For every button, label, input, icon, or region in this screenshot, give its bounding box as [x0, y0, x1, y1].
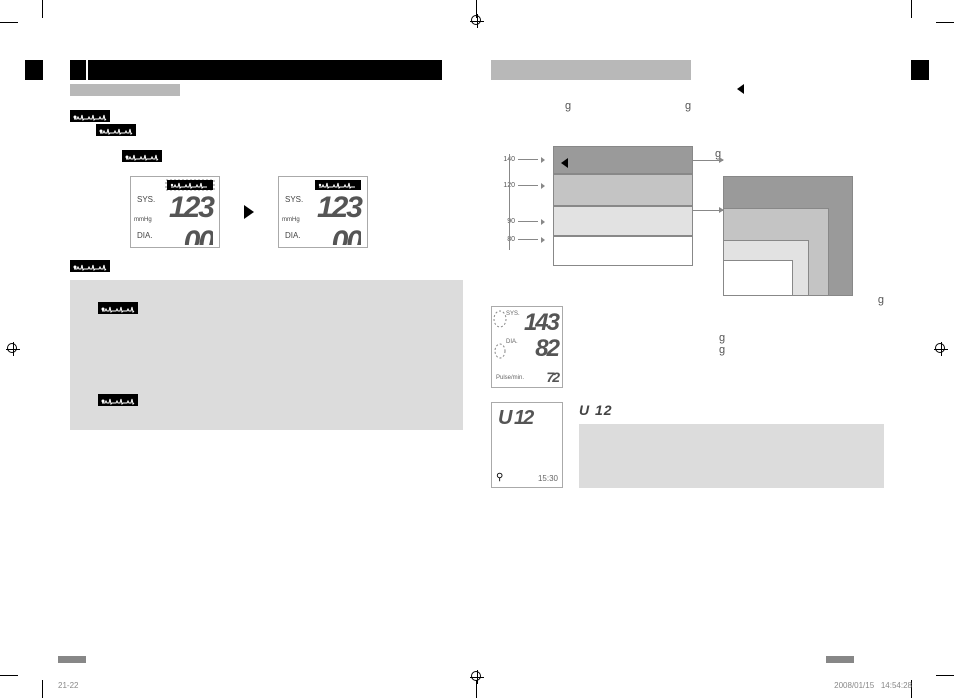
g-label: g: [719, 344, 884, 356]
info-box: [70, 280, 463, 430]
heartbeat-icon: [70, 260, 110, 272]
dia-value-partial: 00: [184, 225, 213, 245]
dia-label: DIA.: [285, 231, 301, 240]
flow-arrow: [693, 160, 723, 161]
mmhg-label: mmHg: [134, 217, 152, 223]
sys-value: 143: [524, 309, 558, 337]
heartbeat-icon: [98, 394, 138, 406]
arrow-left-icon: [737, 84, 744, 94]
sys-value: 123: [169, 191, 213, 225]
heartbeat-icon: [122, 150, 162, 162]
arrow-left-icon: [561, 158, 568, 168]
sys-value: 123: [317, 191, 361, 225]
info-box-small: [579, 424, 884, 488]
print-timestamp: 2008/01/15 14:54:28: [834, 681, 912, 690]
lcd-display-after: SYS. mmHg DIA. 123 00: [278, 176, 368, 248]
sys-label: SYS.: [506, 311, 520, 317]
chart-stack-2: [723, 146, 853, 296]
heartbeat-icon: [70, 110, 110, 122]
section-title-bar: [70, 60, 463, 80]
section-subtitle-bar: [70, 84, 180, 96]
person-icon: ⚲: [496, 472, 503, 483]
lcd-bp-result: SYS. 143 DIA. 82 Pulse/min. 72: [491, 306, 563, 388]
heartbeat-icon: [98, 302, 138, 314]
arrow-right-icon: [244, 205, 254, 219]
sys-label: SYS.: [285, 195, 303, 204]
lcd-memory: U 12 15:30 ⚲: [491, 402, 563, 488]
dia-label: DIA.: [506, 339, 518, 345]
flow-arrow: [693, 210, 723, 211]
section-title-bar: [491, 60, 884, 80]
dia-value-partial: 00: [332, 225, 361, 245]
heartbeat-icon: [167, 180, 213, 190]
g-label: g: [719, 332, 884, 344]
memory-code-label: U 12: [579, 402, 613, 418]
registration-mark: [470, 14, 484, 28]
registration-mark: [934, 342, 948, 356]
registration-mark: [6, 342, 20, 356]
pulse-label: Pulse/min.: [496, 375, 524, 381]
bp-classification-chart: g g g g 140 120 90 80: [501, 106, 884, 296]
pulse-value: 72: [546, 369, 558, 385]
heartbeat-icon: [96, 124, 136, 136]
mmhg-label: mmHg: [282, 217, 300, 223]
sys-label: SYS.: [137, 195, 155, 204]
memory-time: 15:30: [538, 474, 558, 483]
dia-label: DIA.: [137, 231, 153, 240]
chart-stack-1: [553, 146, 693, 296]
memory-code: U 12: [498, 407, 532, 430]
lcd-display-before: SYS. mmHg DIA. 123 00: [130, 176, 220, 248]
page-footer: 21-22 2008/01/15 14:54:28: [0, 656, 954, 676]
heartbeat-icon: [315, 180, 361, 190]
page-range: 21-22: [58, 681, 78, 690]
chart-y-axis: 140 120 90 80: [501, 126, 545, 286]
dia-value: 82: [535, 335, 558, 363]
